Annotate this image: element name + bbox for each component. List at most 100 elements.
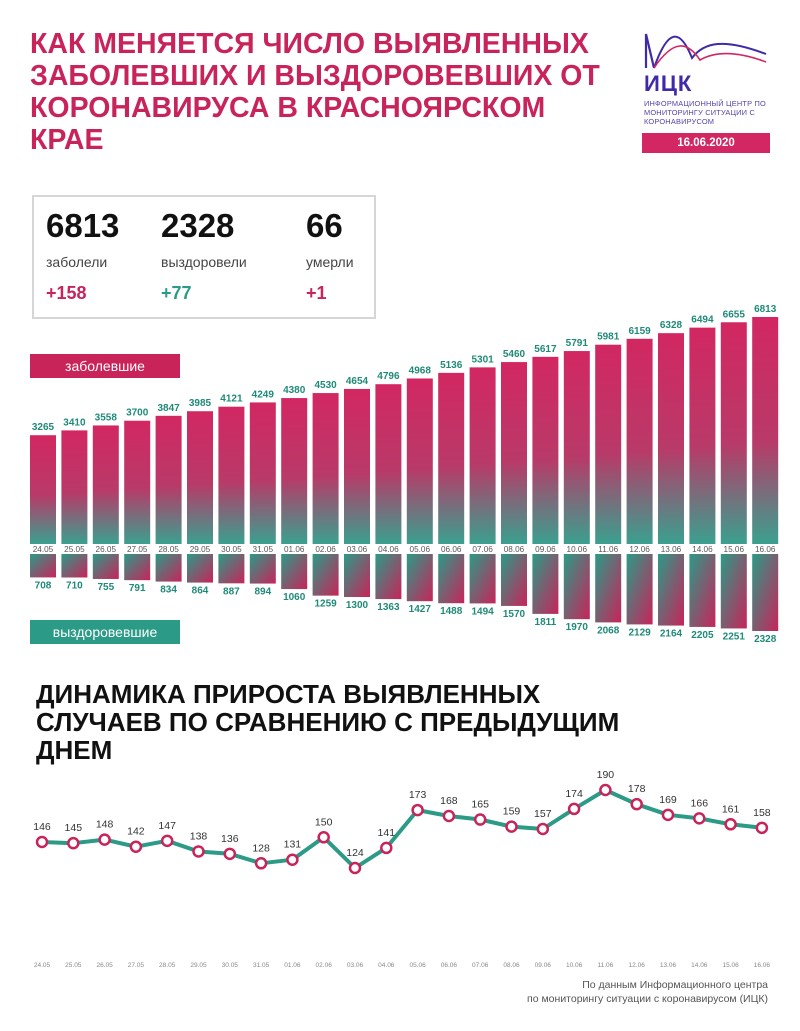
case-value-label: 3265: [32, 422, 55, 433]
recovered-value-label: 2328: [754, 634, 777, 645]
recovered-bar: [155, 554, 182, 582]
stat-recovered-label: выздоровели: [161, 254, 247, 270]
line-chart: 146 24.05 145 25.05 148 26.05 142 27.05 147 28.05…: [33, 769, 771, 969]
growth-point: [755, 821, 769, 835]
growth-point: [442, 809, 456, 823]
case-bar: [187, 411, 213, 544]
date-badge: 16.06.2020: [642, 133, 770, 153]
growth-value-label: 147: [158, 820, 176, 832]
growth-point: [380, 841, 393, 855]
case-value-label: 4380: [283, 385, 306, 396]
recovered-value-label: 1494: [471, 606, 494, 617]
growth-point: [35, 835, 49, 849]
recovered-bar: [281, 554, 308, 590]
case-bar: [281, 398, 308, 544]
growth-date-label: 26.05: [96, 962, 113, 969]
date-tick-label: 11.06: [598, 545, 618, 554]
case-bar: [658, 333, 684, 544]
date-tick-label: 13.06: [661, 545, 682, 554]
case-bar: [312, 393, 339, 544]
recovered-bar: [563, 554, 590, 620]
source-line-1: По данным Информационного центра: [582, 979, 768, 991]
growth-point: [317, 831, 330, 844]
recovered-bar: [626, 554, 653, 625]
recovered-bar: [720, 554, 747, 629]
growth-point: [536, 822, 550, 836]
growth-point: [411, 803, 424, 817]
case-bar: [92, 425, 119, 544]
recovered-value-label: 894: [254, 587, 271, 598]
date-tick-label: 29.05: [190, 545, 211, 554]
growth-value-label: 138: [190, 830, 208, 842]
legend-recovered-pill: выздоровевшие: [30, 620, 180, 644]
case-value-label: 4654: [346, 376, 369, 387]
growth-date-label: 01.06: [284, 962, 301, 969]
case-value-label: 5617: [534, 344, 557, 355]
growth-line: [41, 788, 763, 870]
recovered-bar: [249, 554, 276, 584]
date-tick-label: 16.06: [755, 545, 776, 554]
growth-date-label: 14.06: [691, 962, 708, 969]
case-bar: [344, 388, 370, 544]
recovered-value-label: 2129: [628, 627, 651, 638]
bar-chart: 3265 24.05 708 3410 25.05 710 3558 26.05 755 3700…: [30, 304, 779, 645]
recovered-bar: [438, 554, 465, 604]
growth-point: [505, 820, 518, 833]
growth-value-label: 166: [691, 797, 709, 809]
recovered-value-label: 1811: [535, 617, 557, 628]
growth-value-label: 161: [722, 803, 740, 815]
growth-point: [661, 808, 675, 822]
case-bar: [752, 317, 779, 544]
growth-value-label: 165: [471, 799, 489, 811]
growth-point: [693, 812, 706, 825]
date-tick-label: 24.05: [33, 545, 54, 554]
case-bar: [720, 322, 747, 544]
case-bar: [563, 351, 590, 544]
date-tick-label: 31.05: [253, 545, 274, 554]
stats-panel: 6813 заболели +158 2328 выздоровели +77 …: [32, 195, 376, 319]
date-tick-label: 15.06: [724, 545, 745, 554]
growth-date-label: 11.06: [598, 962, 614, 969]
growth-date-label: 06.06: [441, 962, 458, 969]
recovered-bar: [501, 554, 527, 606]
growth-date-label: 10.06: [566, 962, 583, 969]
logo-wave-icon: [644, 33, 767, 69]
growth-point: [98, 833, 111, 846]
growth-date-label: 02.06: [316, 962, 333, 969]
date-tick-label: 25.05: [64, 545, 85, 554]
recovered-value-label: 1060: [283, 592, 306, 603]
growth-value-label: 136: [221, 833, 239, 845]
logo-abbreviation: ИЦК: [644, 71, 693, 96]
recovered-value-label: 2068: [597, 625, 620, 636]
recovered-bar: [312, 554, 339, 596]
recovered-value-label: 1363: [377, 602, 400, 613]
stat-recovered-value: 2328: [161, 207, 235, 244]
date-tick-label: 27.05: [127, 545, 148, 554]
date-tick-label: 02.06: [315, 545, 336, 554]
growth-point: [129, 840, 143, 853]
date-tick-label: 14.06: [692, 545, 713, 554]
date-tick-label: 01.06: [284, 545, 305, 554]
growth-point: [192, 845, 205, 858]
recovered-bar: [344, 554, 370, 597]
recovered-bar: [187, 554, 213, 583]
growth-value-label: 168: [440, 795, 458, 807]
growth-value-label: 141: [378, 827, 396, 839]
case-value-label: 3558: [95, 412, 118, 423]
case-value-label: 3410: [63, 417, 86, 428]
growth-chart-title: ДИНАМИКА ПРИРОСТА ВЫЯВЛЕННЫХ СЛУЧАЕВ ПО …: [36, 679, 620, 765]
date-tick-label: 04.06: [378, 545, 399, 554]
case-value-label: 6159: [628, 326, 651, 337]
case-bar: [501, 362, 527, 544]
case-bar: [689, 327, 716, 544]
growth-date-label: 31.05: [253, 962, 270, 969]
legend-cases-pill: заболевшие: [30, 354, 180, 378]
logo: ИЦК ИНФОРМАЦИОННЫЙ ЦЕНТР ПО МОНИТОРИНГУ …: [644, 28, 770, 126]
recovered-bar: [658, 554, 684, 626]
recovered-value-label: 710: [66, 580, 83, 591]
stat-deaths-value: 66: [306, 207, 343, 244]
date-tick-label: 12.06: [629, 545, 650, 554]
source-note: По данным Информационного центра по мони…: [470, 978, 768, 1006]
case-bar: [249, 402, 276, 544]
growth-value-label: 178: [628, 783, 646, 795]
